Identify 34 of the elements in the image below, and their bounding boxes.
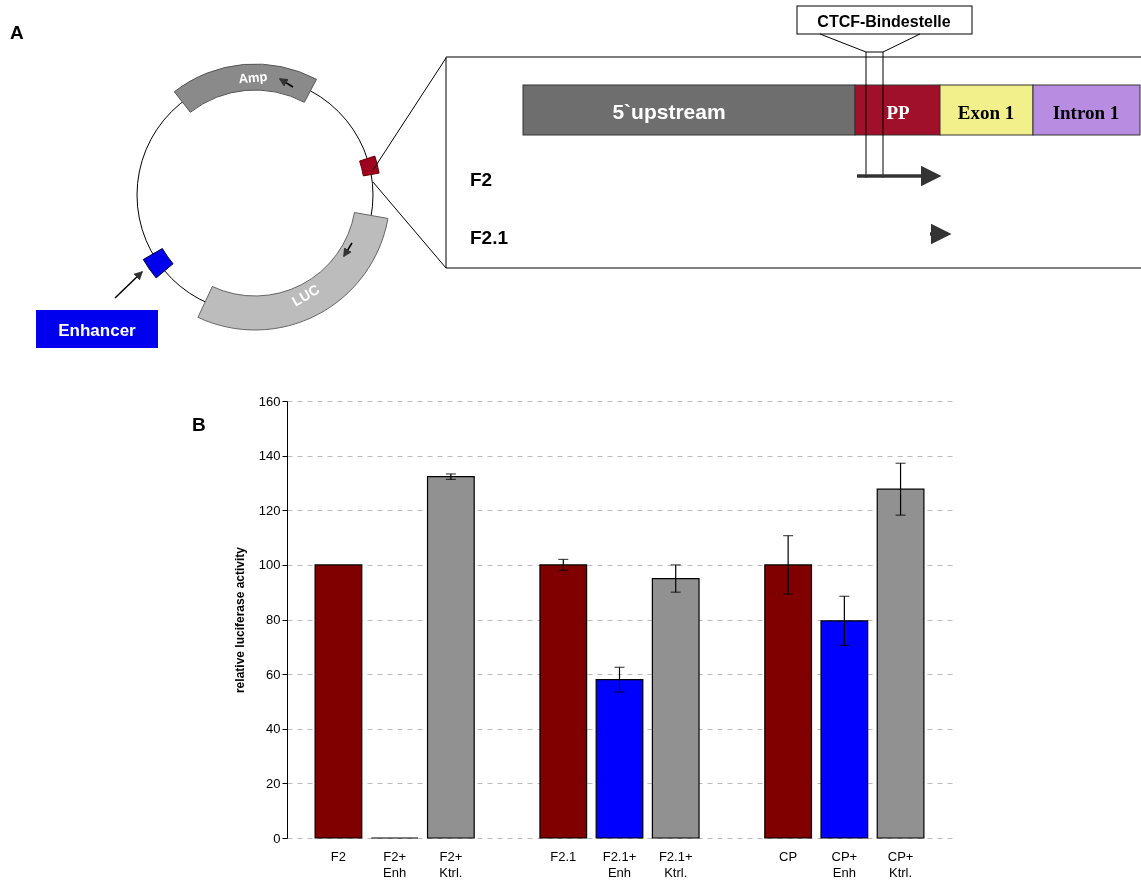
- x-tick-label: CP: [779, 848, 798, 864]
- x-tick-label: F2.1: [550, 848, 577, 864]
- y-tick-label: 100: [258, 557, 281, 573]
- x-tick-label: F2.1+ Enh: [602, 848, 637, 880]
- text: F2.1: [470, 227, 509, 248]
- text: CTCF-Bindestelle: [817, 13, 951, 30]
- x-tick-label: F2.1+ Ktrl.: [658, 848, 693, 880]
- x-tick-label: CP+ Enh: [831, 848, 858, 880]
- y-tick-label: 60: [266, 666, 281, 682]
- text: Enhancer: [58, 321, 137, 340]
- bar: [539, 564, 588, 839]
- y-tick-label: 0: [273, 830, 281, 846]
- x-tick-label: F2+ Enh: [383, 848, 407, 880]
- y-tick-label: 80: [266, 612, 281, 627]
- y-axis-title: relative luciferase activity: [232, 546, 247, 694]
- y-tick-label: 140: [258, 448, 281, 464]
- text: Amp: [237, 68, 269, 87]
- text: LUC: [289, 281, 322, 310]
- bar: [314, 564, 363, 839]
- x-tick-label: F2+ Ktrl.: [439, 848, 463, 880]
- y-tick-label: 40: [266, 721, 281, 737]
- text: F2: [470, 169, 493, 190]
- text: Exon 1: [957, 102, 1015, 123]
- y-tick-label: 160: [258, 393, 281, 409]
- y-tick-label: 120: [258, 502, 281, 518]
- bar: [426, 476, 475, 839]
- text: B: [192, 414, 206, 435]
- x-tick-label: F2: [330, 848, 347, 864]
- x-tick-label: CP+ Ktrl.: [887, 848, 914, 880]
- text: 5`upstream: [612, 100, 726, 123]
- y-tick-label: 20: [266, 775, 281, 791]
- text: Intron 1: [1052, 102, 1120, 123]
- text: PP: [886, 102, 910, 123]
- text: A: [10, 22, 24, 44]
